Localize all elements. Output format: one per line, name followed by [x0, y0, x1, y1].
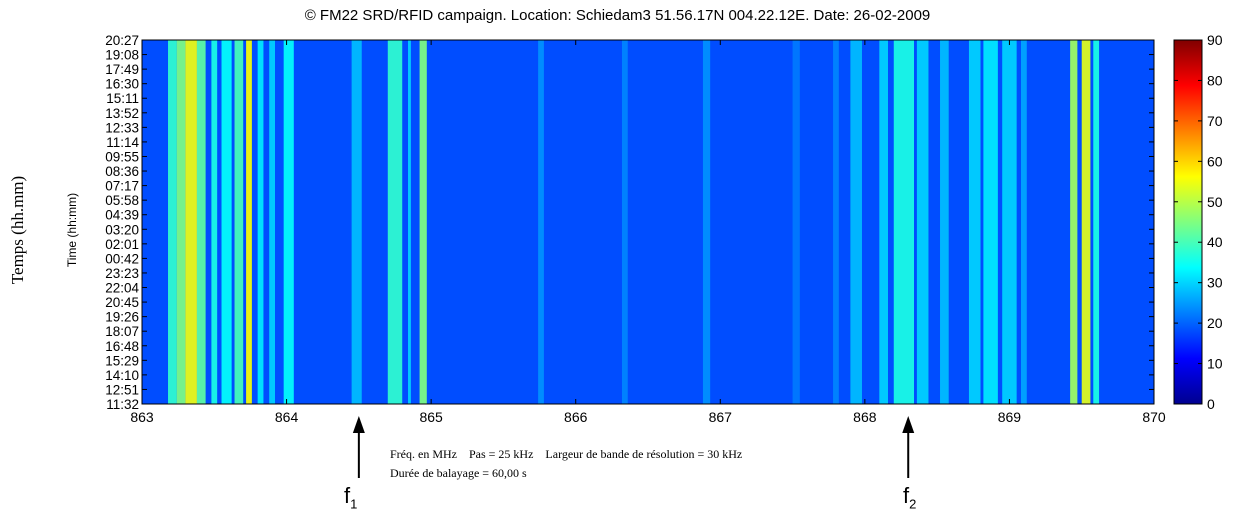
y-tick-label: 00:42 — [105, 251, 139, 266]
frequency-band-30 — [1070, 40, 1078, 404]
colorbar-tick-label: 90 — [1207, 32, 1223, 48]
frequency-band-10 — [269, 40, 276, 404]
colorbar-tick-label: 60 — [1207, 153, 1223, 169]
annotation-arrow-head-1 — [352, 416, 365, 433]
frequency-band-28 — [1002, 40, 1017, 404]
x-tick-label: 864 — [275, 409, 299, 425]
frequency-band-25 — [940, 40, 949, 404]
y-tick-label: 02:01 — [105, 237, 139, 252]
frequency-band-1 — [168, 40, 177, 404]
colorbar-tick-label: 50 — [1207, 194, 1223, 210]
frequency-band-6 — [221, 40, 232, 404]
y-tick-label: 09:55 — [105, 149, 139, 164]
y-tick-label: 13:52 — [105, 106, 139, 121]
y-tick-label: 12:33 — [105, 120, 139, 135]
y-tick-label: 15:29 — [105, 353, 139, 368]
frequency-band-5 — [211, 40, 218, 404]
y-tick-label: 15:11 — [106, 91, 139, 106]
y-tick-label: 11:32 — [106, 397, 139, 412]
frequency-band-18 — [702, 40, 711, 404]
frequency-band-14 — [408, 40, 411, 404]
frequency-band-17 — [621, 40, 628, 404]
y-tick-label: 04:39 — [105, 208, 139, 223]
y-tick-label: 07:17 — [105, 179, 139, 194]
y-tick-label: 19:08 — [105, 48, 139, 63]
frequency-band-15 — [419, 40, 427, 404]
frequency-band-7 — [234, 40, 244, 404]
x-tick-label: 866 — [564, 409, 588, 425]
y-tick-label: 16:48 — [105, 339, 139, 354]
x-tick-label: 868 — [853, 409, 877, 425]
frequency-band-26 — [968, 40, 981, 404]
frequency-band-8 — [246, 40, 252, 404]
x-tick-label: 865 — [419, 409, 443, 425]
frequency-band-12 — [351, 40, 362, 404]
colorbar-tick-label: 70 — [1207, 113, 1223, 129]
y-tick-label: 08:36 — [105, 164, 139, 179]
y-tick-label: 18:07 — [105, 324, 139, 339]
colorbar-tick-label: 30 — [1207, 275, 1223, 291]
frequency-band-11 — [283, 40, 294, 404]
colorbar-tick-label: 10 — [1207, 356, 1223, 372]
frequency-band-2 — [176, 40, 186, 404]
frequency-band-3 — [185, 40, 197, 404]
annotation-arrow-head-2 — [902, 416, 915, 433]
y-tick-label: 22:04 — [105, 281, 139, 296]
y-tick-label: 17:49 — [105, 62, 139, 77]
frequency-band-24 — [916, 40, 929, 404]
frequency-band-20 — [833, 40, 839, 404]
y-tick-label: 20:27 — [105, 33, 139, 48]
frequency-note: Fréq. en MHz Pas = 25 kHz Largeur de ban… — [390, 447, 743, 461]
sweep-duration-note: Durée de balayage = 60,00 s — [390, 466, 527, 480]
colorbar — [1173, 39, 1203, 405]
frequency-band-19 — [792, 40, 800, 404]
y-tick-label: 19:26 — [105, 310, 139, 325]
colorbar-tick-label: 40 — [1207, 234, 1223, 250]
y-tick-label: 03:20 — [105, 222, 139, 237]
colorbar-tick-label: 80 — [1207, 72, 1223, 88]
y-tick-label: 05:58 — [105, 193, 139, 208]
frequency-band-16 — [538, 40, 544, 404]
frequency-band-32 — [1093, 40, 1100, 404]
x-tick-label: 867 — [709, 409, 733, 425]
y-tick-label: 11:14 — [106, 135, 139, 150]
y-tick-label: 12:51 — [105, 382, 139, 397]
frequency-band-31 — [1081, 40, 1091, 404]
x-tick-label: 863 — [130, 409, 154, 425]
y-tick-label: 20:45 — [105, 295, 139, 310]
x-tick-label: 869 — [998, 409, 1022, 425]
f1-marker-label: f1 — [344, 483, 358, 511]
x-tick-label: 870 — [1142, 409, 1166, 425]
frequency-band-4 — [196, 40, 206, 404]
frequency-band-23 — [893, 40, 915, 404]
frequency-band-9 — [257, 40, 264, 404]
colorbar-tick-label: 0 — [1207, 396, 1215, 412]
f2-marker-label: f2 — [903, 483, 917, 511]
y-tick-label: 14:10 — [105, 368, 139, 383]
colorbar-tick-label: 20 — [1207, 315, 1223, 331]
frequency-band-27 — [983, 40, 998, 404]
y-tick-label: 23:23 — [105, 266, 139, 281]
frequency-band-22 — [879, 40, 888, 404]
plot-frame — [141, 39, 1155, 405]
frequency-band-13 — [387, 40, 403, 404]
frequency-band-29 — [1020, 40, 1027, 404]
chart-title: © FM22 SRD/RFID campaign. Location: Schi… — [304, 7, 931, 24]
y-tick-label: 16:30 — [105, 77, 139, 92]
frequency-band-21 — [850, 40, 862, 404]
